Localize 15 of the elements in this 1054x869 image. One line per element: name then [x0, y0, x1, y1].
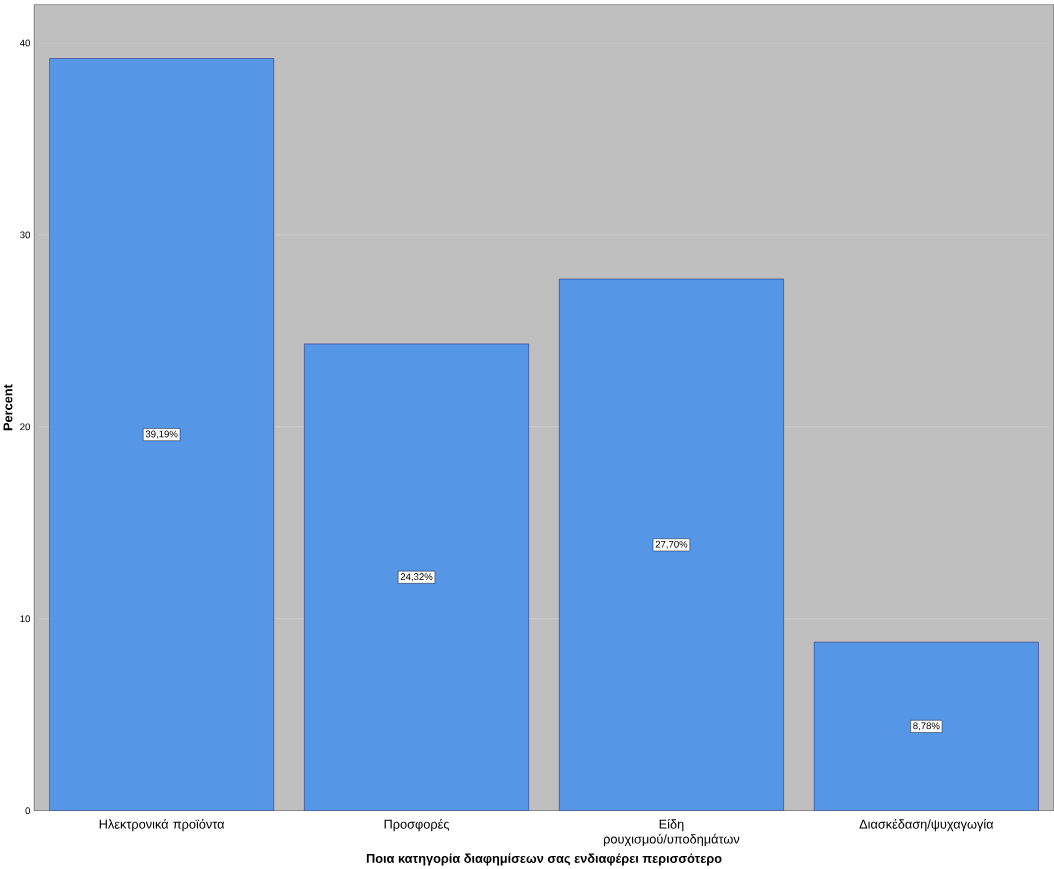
data-label: 27,70% — [655, 540, 688, 549]
y-tick-label: 40 — [19, 39, 31, 47]
x-tick-label: Προσφορές — [384, 818, 450, 832]
data-label: 8,78% — [913, 722, 940, 731]
x-axis-title: Ποια κατηγορία διαφημίσεων σας ενδιαφέρει περισσότερο — [366, 853, 722, 866]
x-tick-label: Διασκέδαση/ψυχαγωγία — [859, 818, 994, 832]
x-tick-label: Είδη ρουχισμού/υποδημάτων — [603, 818, 740, 847]
y-tick-label: 0 — [25, 807, 31, 815]
y-axis-title: Percent — [3, 384, 13, 431]
y-tick-label: 30 — [20, 231, 31, 239]
y-tick-label: 10 — [20, 615, 31, 623]
data-label: 24,32% — [400, 573, 433, 582]
data-label: 39,19% — [145, 430, 178, 439]
y-tick-label: 20 — [20, 423, 31, 431]
x-tick-label: Ηλεκτρονικά προϊόντα — [99, 818, 225, 832]
